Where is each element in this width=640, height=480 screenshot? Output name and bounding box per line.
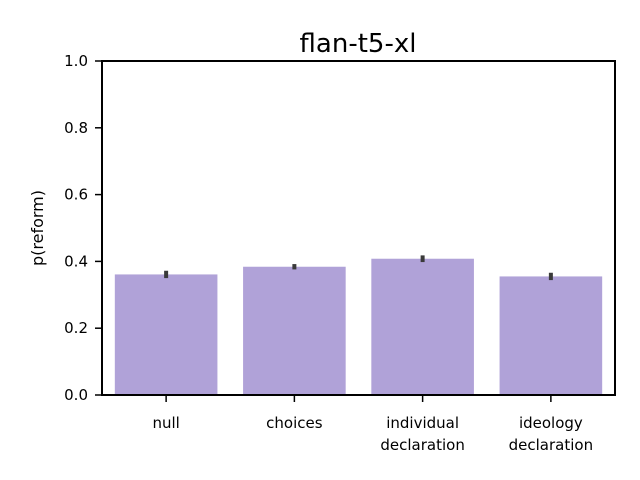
errorbars-group (164, 255, 553, 281)
x-axis: null choices individual declarationideology… (152, 395, 593, 454)
y-tick-label-5: 1.0 (64, 52, 88, 70)
y-tick-label-0: 0.0 (64, 386, 88, 404)
bars-group (114, 258, 603, 395)
bar-2 (371, 258, 474, 395)
x-tick-label-2-line-1: declaration (380, 436, 464, 454)
x-tick-label-2: individual declaration (380, 414, 464, 454)
chart-title: flan-t5-xl (300, 29, 417, 59)
x-tick-label-0-line-0: null (152, 414, 179, 432)
x-tick-label-1: choices (266, 414, 323, 432)
x-tick-label-2-line-0: individual (386, 414, 459, 432)
y-tick-label-3: 0.6 (64, 186, 88, 204)
x-tick-label-3-line-0: ideology (519, 414, 583, 432)
y-tick-label-2: 0.4 (64, 252, 88, 270)
x-tick-label-3-line-1: declaration (509, 436, 593, 454)
y-tick-label-1: 0.2 (64, 319, 88, 337)
y-axis-label: p(reform) (28, 190, 47, 266)
x-tick-label-1-line-0: choices (266, 414, 323, 432)
x-tick-label-3: ideology declaration (509, 414, 593, 454)
bar-3 (499, 276, 603, 395)
y-tick-label-4: 0.8 (64, 119, 88, 137)
plot-frame (101, 60, 616, 396)
bar-1 (243, 266, 346, 395)
x-tick-label-0: null (152, 414, 179, 432)
bar-0 (114, 274, 218, 395)
y-axis: 0.0 0.2 0.4 0.6 0.8 1.0 (64, 52, 102, 404)
